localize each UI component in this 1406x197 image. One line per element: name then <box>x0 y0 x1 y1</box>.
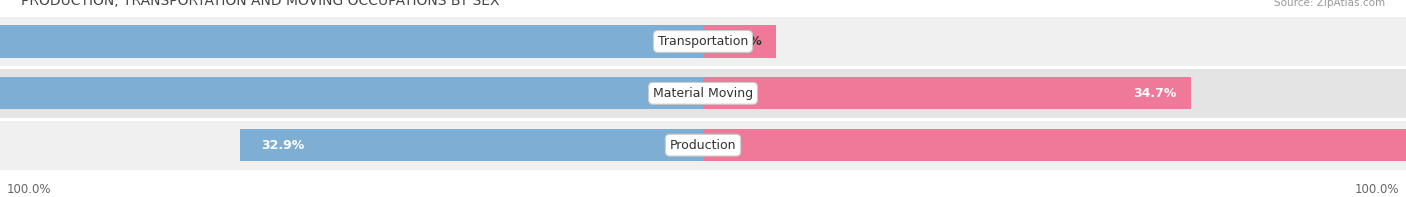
Bar <box>0 77 703 109</box>
Bar <box>703 129 1406 161</box>
Text: 5.2%: 5.2% <box>727 35 762 48</box>
Bar <box>0 17 1406 66</box>
Text: 100.0%: 100.0% <box>1354 183 1399 196</box>
Bar <box>240 129 703 161</box>
Text: 34.7%: 34.7% <box>1133 87 1177 100</box>
Text: PRODUCTION, TRANSPORTATION AND MOVING OCCUPATIONS BY SEX: PRODUCTION, TRANSPORTATION AND MOVING OC… <box>21 0 499 8</box>
Text: Material Moving: Material Moving <box>652 87 754 100</box>
Bar <box>703 77 1191 109</box>
Text: Source: ZipAtlas.com: Source: ZipAtlas.com <box>1274 0 1385 8</box>
Bar <box>0 25 703 58</box>
Text: 100.0%: 100.0% <box>7 183 52 196</box>
Text: Transportation: Transportation <box>658 35 748 48</box>
Bar <box>0 121 1406 170</box>
Bar <box>0 69 1406 118</box>
Text: 32.9%: 32.9% <box>262 139 305 152</box>
Bar <box>703 25 776 58</box>
Text: Production: Production <box>669 139 737 152</box>
